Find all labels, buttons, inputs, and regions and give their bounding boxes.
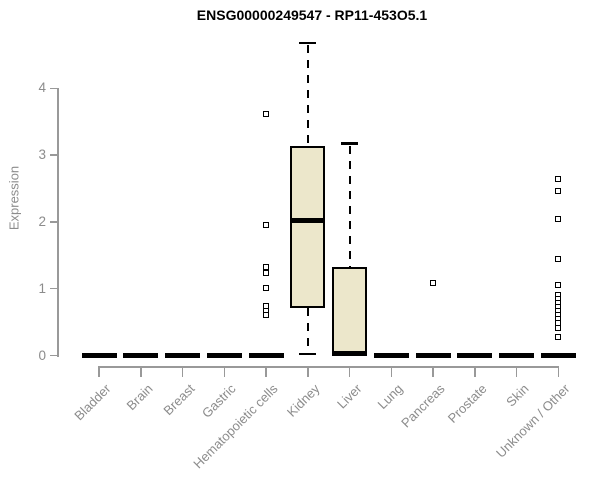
x-tick <box>181 366 184 377</box>
y-tick-label: 3 <box>38 147 46 163</box>
boxbar-skin <box>499 353 534 358</box>
y-tick-label: 2 <box>38 213 46 229</box>
x-tick <box>557 366 559 377</box>
outlier-point-hematopoietic-cells <box>263 312 269 319</box>
lower-whisker-cap-kidney <box>299 352 317 356</box>
y-tick-label: 0 <box>38 347 46 363</box>
boxbar-breast <box>165 353 200 358</box>
outlier-point-unknown-other <box>555 215 562 222</box>
outlier-point-hematopoietic-cells <box>263 221 269 228</box>
box-liver <box>332 266 367 355</box>
x-tick <box>265 366 267 377</box>
y-tick <box>49 354 59 357</box>
x-tick <box>515 366 518 377</box>
boxbar-brain <box>123 353 159 358</box>
boxbar-unknown-other <box>540 353 576 358</box>
x-tick <box>432 366 434 377</box>
y-tick <box>49 87 59 90</box>
outlier-point-hematopoietic-cells <box>263 270 269 277</box>
x-tick <box>390 366 392 377</box>
y-axis-line <box>57 88 59 357</box>
chart-title: ENSG00000249547 - RP11-453O5.1 <box>196 7 428 23</box>
x-tick <box>474 366 476 377</box>
boxbar-bladder <box>81 353 117 358</box>
y-tick <box>49 154 59 156</box>
box-kidney <box>290 146 326 309</box>
upper-whisker-liver <box>348 145 351 267</box>
boxbar-gastric <box>206 353 242 358</box>
outlier-point-unknown-other <box>555 325 562 332</box>
x-tick <box>223 366 225 377</box>
upper-whisker-kidney <box>306 44 309 147</box>
outlier-point-unknown-other <box>555 281 562 288</box>
y-tick-label: 1 <box>38 280 46 296</box>
x-tick <box>348 366 351 377</box>
y-tick-label: 4 <box>38 80 46 96</box>
outlier-point-unknown-other <box>555 188 562 195</box>
x-tick <box>307 366 309 377</box>
outlier-point-pancreas <box>430 280 436 287</box>
x-tick <box>98 366 100 377</box>
median-liver <box>332 350 367 356</box>
boxbar-prostate <box>457 353 493 358</box>
boxbar-lung <box>373 353 409 358</box>
y-tick <box>49 287 59 290</box>
boxbar-hematopoietic-cells <box>248 353 284 358</box>
lower-whisker-kidney <box>306 308 309 354</box>
upper-whisker-cap-kidney <box>299 41 317 45</box>
outlier-point-hematopoietic-cells <box>263 263 269 270</box>
outlier-point-unknown-other <box>555 333 562 340</box>
outlier-point-unknown-other <box>555 256 562 263</box>
outlier-point-hematopoietic-cells <box>263 110 269 117</box>
outlier-point-unknown-other <box>555 176 562 183</box>
median-kidney <box>290 218 326 224</box>
outlier-point-hematopoietic-cells <box>263 285 269 292</box>
x-axis-line <box>98 366 559 368</box>
y-tick <box>49 221 59 223</box>
x-tick <box>140 366 142 377</box>
boxbar-pancreas <box>415 353 451 358</box>
upper-whisker-cap-liver <box>341 142 358 145</box>
